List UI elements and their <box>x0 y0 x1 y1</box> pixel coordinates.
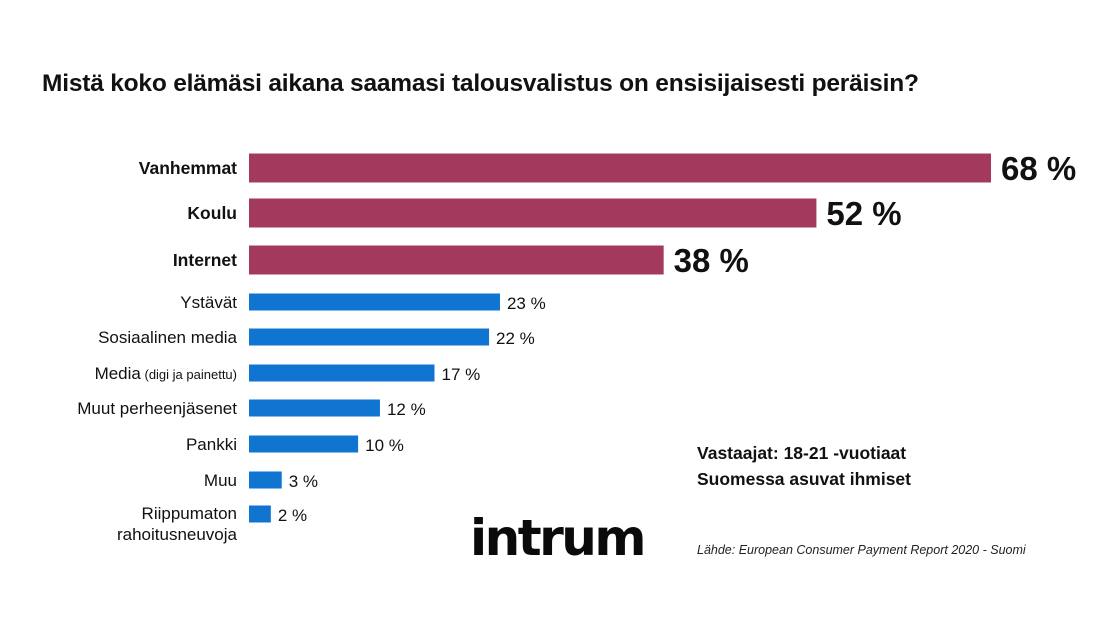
category-label: Koulu <box>187 203 237 223</box>
category-label: Media (digi ja painettu) <box>95 364 237 383</box>
value-label: 3 % <box>289 472 318 491</box>
value-label: 22 % <box>496 329 535 348</box>
category-label: Pankki <box>186 435 237 454</box>
bar-internet <box>249 245 664 275</box>
intrum-logo: intrum <box>470 509 647 567</box>
value-label: 68 % <box>1001 150 1076 187</box>
bar-sosiaalinen-media <box>249 328 490 346</box>
category-label: Sosiaalinen media <box>98 328 237 347</box>
bar-vanhemmat <box>249 153 991 183</box>
respondents-country: Suomessa asuvat ihmiset <box>697 469 911 489</box>
source-note: Lähde: European Consumer Payment Report … <box>697 543 1026 557</box>
bar-yst-v-t <box>249 293 500 311</box>
category-label: Vanhemmat <box>139 158 237 178</box>
bar-pankki <box>249 435 359 453</box>
respondents-age: Vastaajat: 18-21 -vuotiaat <box>697 443 907 463</box>
value-label: 10 % <box>365 436 404 455</box>
category-label: Muu <box>204 471 237 490</box>
bar-muu <box>249 471 282 489</box>
category-label: Ystävät <box>180 293 237 312</box>
bar-koulu <box>249 198 817 228</box>
bar-riippumaton <box>249 505 271 523</box>
category-label: Muut perheenjäsenet <box>77 399 237 418</box>
value-label: 23 % <box>507 294 546 313</box>
respondents-note: Vastaajat: 18-21 -vuotiaat Suomessa asuv… <box>697 440 911 492</box>
bar-muut-perheenj-senet <box>249 399 380 417</box>
value-label: 2 % <box>278 506 307 525</box>
category-label: Riippumaton rahoitusneuvoja <box>117 504 238 544</box>
category-label: Internet <box>173 250 237 270</box>
value-label: 52 % <box>826 195 901 232</box>
chart-title: Mistä koko elämäsi aikana saamasi talous… <box>42 70 919 97</box>
bar-media <box>249 364 435 382</box>
value-label: 12 % <box>387 400 426 419</box>
value-label: 38 % <box>674 242 749 279</box>
value-label: 17 % <box>442 365 481 384</box>
